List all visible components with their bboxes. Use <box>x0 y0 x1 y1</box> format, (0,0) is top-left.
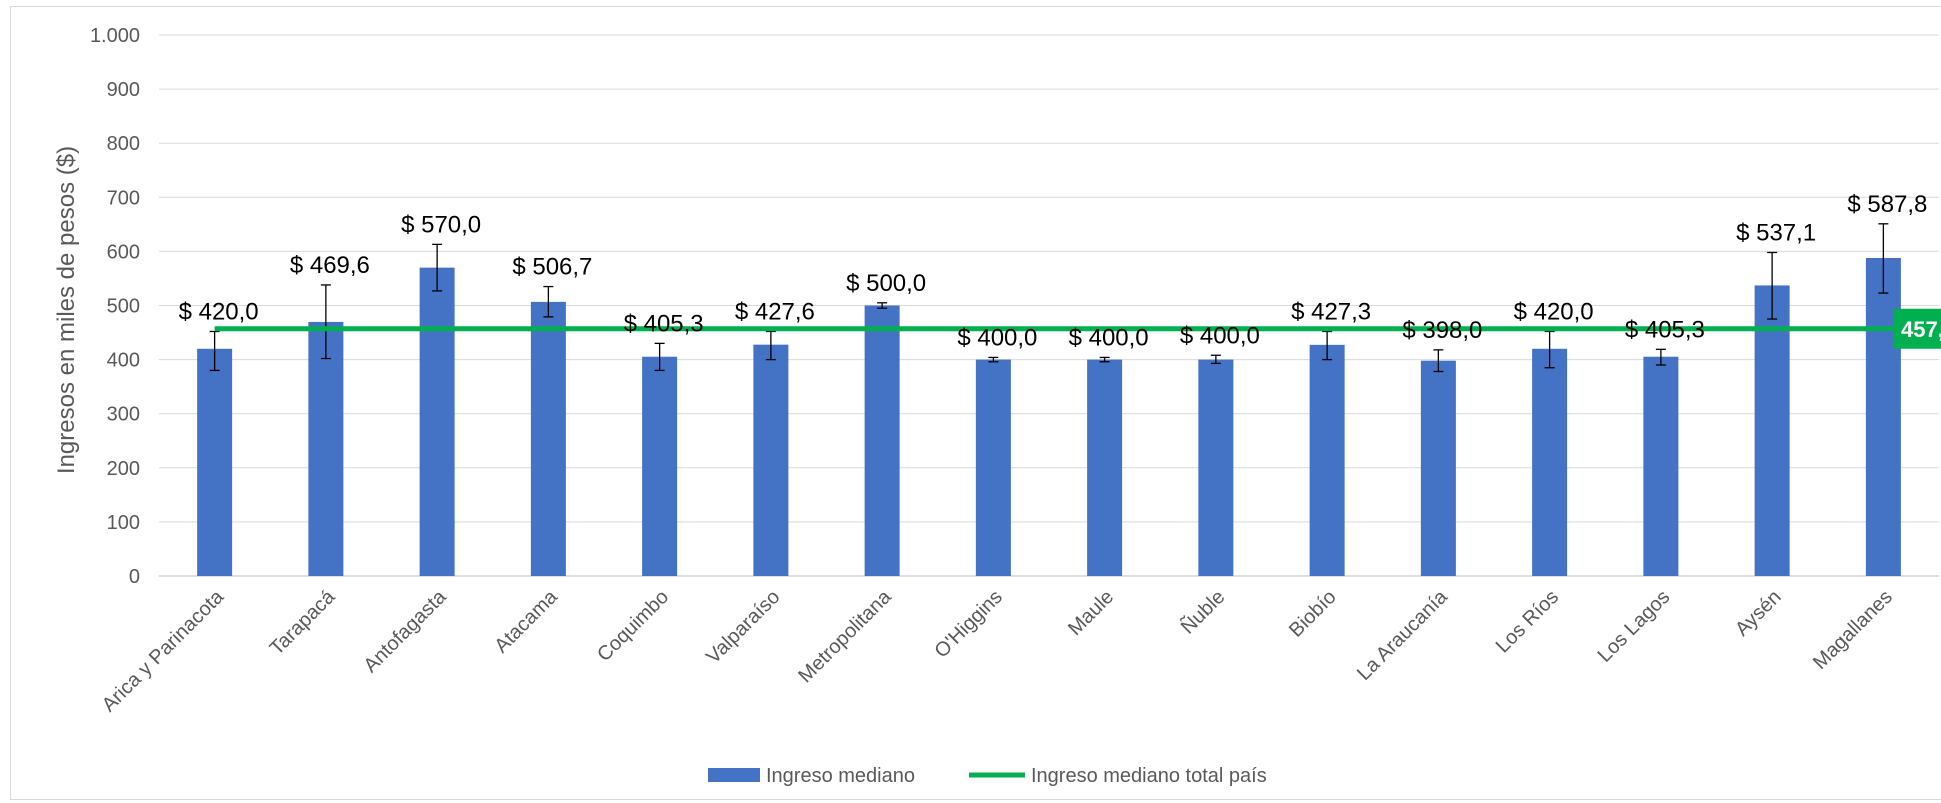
data-label: $ 506,7 <box>512 254 592 281</box>
bars <box>197 258 1901 576</box>
reference-line-layer: 457, <box>214 308 1941 349</box>
error-bar <box>988 356 999 363</box>
bar <box>753 344 789 576</box>
data-label: $ 537,1 <box>1736 219 1816 246</box>
y-tick-label: 200 <box>107 458 140 480</box>
error-bar <box>1878 223 1889 294</box>
bar <box>1420 360 1456 576</box>
error-bar <box>1322 330 1333 361</box>
error-bar <box>432 243 443 292</box>
error-bar <box>1433 349 1444 373</box>
bar <box>975 359 1011 576</box>
error-bar <box>1099 356 1110 363</box>
x-tick-label: Antofagasta <box>360 585 452 677</box>
x-tick-label: Ñuble <box>1175 585 1229 639</box>
bar <box>1198 359 1234 576</box>
bar <box>864 305 900 576</box>
chart-svg: 0 100 200 300 400 500 600 700 800 900 1.000 457, $… <box>53 25 1941 787</box>
error-bars <box>209 223 1889 373</box>
bar <box>1865 258 1901 576</box>
data-label: $ 587,8 <box>1847 191 1927 218</box>
y-tick-label: 300 <box>107 404 140 426</box>
y-tick-label: 100 <box>107 512 140 534</box>
bar <box>197 348 233 576</box>
x-tick-label: Los Lagos <box>1594 586 1675 667</box>
error-bar <box>765 330 776 361</box>
y-tick-label: 800 <box>107 133 140 155</box>
error-bar <box>209 330 220 372</box>
chart-frame: 0 100 200 300 400 500 600 700 800 900 1.000 457, $… <box>10 6 1941 800</box>
y-axis-ticks: 0 100 200 300 400 500 600 700 800 900 1.000 <box>90 25 140 588</box>
x-tick-label: Valparaíso <box>702 586 784 668</box>
data-label: $ 500,0 <box>846 270 926 297</box>
data-label: $ 420,0 <box>179 298 259 325</box>
data-label: $ 570,0 <box>401 211 481 238</box>
y-tick-label: 500 <box>107 296 140 318</box>
legend-swatch-bar <box>708 768 760 782</box>
data-label: $ 405,3 <box>624 310 704 337</box>
data-label: $ 405,3 <box>1625 316 1705 343</box>
y-tick-label: 900 <box>107 79 140 101</box>
data-label: $ 469,6 <box>290 252 370 279</box>
bar <box>1309 344 1345 576</box>
data-label: $ 420,0 <box>1514 298 1594 325</box>
y-axis-title: Ingresos en miles de pesos ($) <box>53 146 80 474</box>
x-tick-label: Los Ríos <box>1492 586 1563 657</box>
legend: Ingreso mediano Ingreso mediano total pa… <box>708 765 1267 787</box>
error-bar <box>1544 330 1555 369</box>
x-tick-label: Maule <box>1064 586 1118 640</box>
error-bar <box>1210 354 1221 365</box>
x-tick-label: Aysén <box>1731 586 1786 641</box>
bar <box>642 356 678 576</box>
bar <box>419 267 455 576</box>
bar <box>1643 356 1679 576</box>
bar <box>1087 359 1123 576</box>
x-tick-label: Biobío <box>1285 586 1341 642</box>
data-label: $ 427,6 <box>735 298 815 325</box>
reference-line-value: 457, <box>1901 317 1941 342</box>
bar <box>1754 285 1790 576</box>
x-tick-label: Atacama <box>491 585 563 657</box>
x-tick-label: Magallanes <box>1809 586 1897 674</box>
error-bar <box>654 342 665 372</box>
x-tick-label: Arica y Parinacota <box>98 585 229 716</box>
y-tick-label: 1.000 <box>90 25 140 47</box>
error-bar <box>543 285 554 318</box>
bar <box>308 321 344 576</box>
x-tick-label: Coquimbo <box>593 586 673 666</box>
bar <box>1532 348 1568 576</box>
error-bar <box>320 284 331 360</box>
y-tick-label: 0 <box>129 566 140 588</box>
bar <box>530 301 566 576</box>
data-labels: $ 420,0 $ 469,6 $ 570,0 $ 506,7 $ 405,3 $ 427… <box>179 191 1928 352</box>
legend-label-line: Ingreso mediano total país <box>1031 765 1267 787</box>
error-bar <box>1767 251 1778 320</box>
data-label: $ 427,3 <box>1291 298 1371 325</box>
legend-label-bar: Ingreso mediano <box>766 765 915 787</box>
data-label: $ 400,0 <box>957 324 1037 351</box>
y-tick-label: 700 <box>107 187 140 209</box>
reference-line-label: 457, <box>1893 308 1941 349</box>
error-bar <box>877 302 888 309</box>
data-label: $ 400,0 <box>1069 324 1149 351</box>
y-tick-label: 600 <box>107 241 140 263</box>
x-tick-label: O'Higgins <box>930 586 1006 662</box>
x-axis-categories: Arica y Parinacota Tarapacá Antofagasta Ata… <box>98 585 1897 717</box>
y-tick-label: 400 <box>107 350 140 372</box>
data-label: $ 398,0 <box>1402 317 1482 344</box>
data-label: $ 400,0 <box>1180 322 1260 349</box>
x-tick-label: La Araucanía <box>1353 585 1453 685</box>
x-tick-label: Tarapacá <box>266 585 340 659</box>
error-bar <box>1655 348 1666 366</box>
x-tick-label: Metropolitana <box>794 585 896 687</box>
gridlines <box>159 34 1939 577</box>
